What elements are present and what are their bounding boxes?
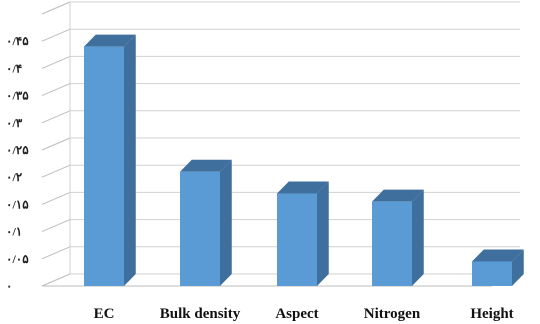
bar xyxy=(372,189,424,286)
y-tick-label: ۰/۲ xyxy=(6,170,23,184)
x-category-label: Aspect xyxy=(275,306,318,322)
gridline-depth xyxy=(41,110,71,124)
bar-side xyxy=(317,181,329,286)
y-tick-label: ۰/۱ xyxy=(6,225,22,239)
gridline-depth xyxy=(41,219,71,233)
bar-side xyxy=(124,34,136,286)
y-tick-label: ۰/۳۵ xyxy=(6,89,29,103)
y-tick-label: ۰/۳ xyxy=(6,116,23,130)
y-tick-label: ۰/۰۵ xyxy=(6,252,29,266)
gridline-depth xyxy=(41,273,71,287)
gridline-depth xyxy=(41,246,71,260)
x-category-label: Bulk density xyxy=(160,306,241,322)
bar-front xyxy=(180,171,220,286)
bar-top xyxy=(472,249,524,262)
bar-top xyxy=(277,181,329,194)
y-tick-label: ۰/۲۵ xyxy=(6,143,29,157)
bar-front xyxy=(277,193,317,286)
x-category-label: EC xyxy=(94,306,115,322)
y-tick-label: ۰/۴۵ xyxy=(6,34,29,48)
gridline-depth xyxy=(41,55,71,69)
bar xyxy=(277,181,329,286)
bar-top xyxy=(84,34,136,47)
gridline-depth xyxy=(41,137,71,151)
gridline-depth xyxy=(41,191,71,205)
bar xyxy=(84,34,136,286)
y-tick-label: ۰/۴ xyxy=(6,61,22,75)
bar-front xyxy=(472,261,512,286)
bar-side xyxy=(412,189,424,286)
gridline-depth xyxy=(41,83,71,97)
bar-front xyxy=(84,46,124,286)
bars-layer xyxy=(84,34,524,286)
bar-top xyxy=(180,159,232,172)
bar-side xyxy=(512,249,524,286)
y-tick-label: ۰ xyxy=(6,279,12,293)
x-axis-categories: EC Bulk density Aspect Nitrogen Height xyxy=(94,306,514,322)
bar-top xyxy=(372,189,424,202)
bar-side xyxy=(220,159,232,286)
bar xyxy=(180,159,232,286)
x-category-label: Nitrogen xyxy=(364,306,421,322)
x-category-label: Height xyxy=(470,306,513,322)
gridline-depth xyxy=(41,28,71,42)
bar xyxy=(472,249,524,286)
y-tick-label: ۰/۱۵ xyxy=(6,197,29,211)
y-axis-ticks: ۰ ۰/۰۵ ۰/۱ ۰/۱۵ ۰/۲ ۰/۲۵ ۰/۳ ۰/۳۵ ۰/۴ ۰/۴۵ xyxy=(6,34,29,293)
gridline-depth xyxy=(41,164,71,178)
gridline-depth xyxy=(41,1,71,15)
bar-front xyxy=(372,201,412,286)
